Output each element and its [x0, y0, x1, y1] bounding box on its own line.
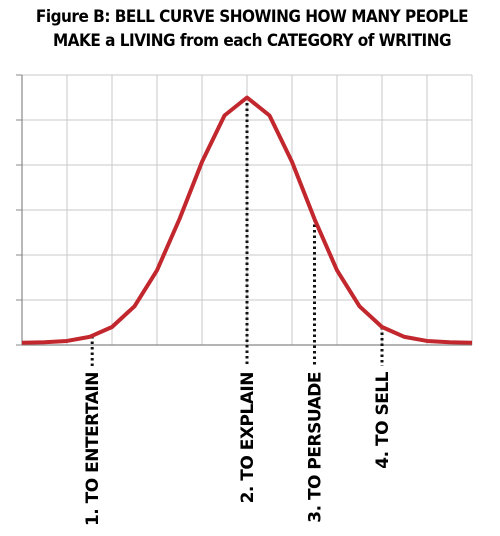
annotation-label: 2. TO EXPLAIN: [238, 372, 258, 503]
annotation-label: 1. TO ENTERTAIN: [83, 372, 103, 526]
chart-title: Figure B: BELL CURVE SHOWING HOW MANY PE…: [36, 7, 468, 27]
annotation-label: 3. TO PERSUADE: [306, 372, 326, 523]
curve: [21, 95, 473, 345]
annotation-label: 4. TO SELL: [373, 371, 393, 468]
chart-title: MAKE a LIVING from each CATEGORY of WRIT…: [53, 31, 451, 51]
